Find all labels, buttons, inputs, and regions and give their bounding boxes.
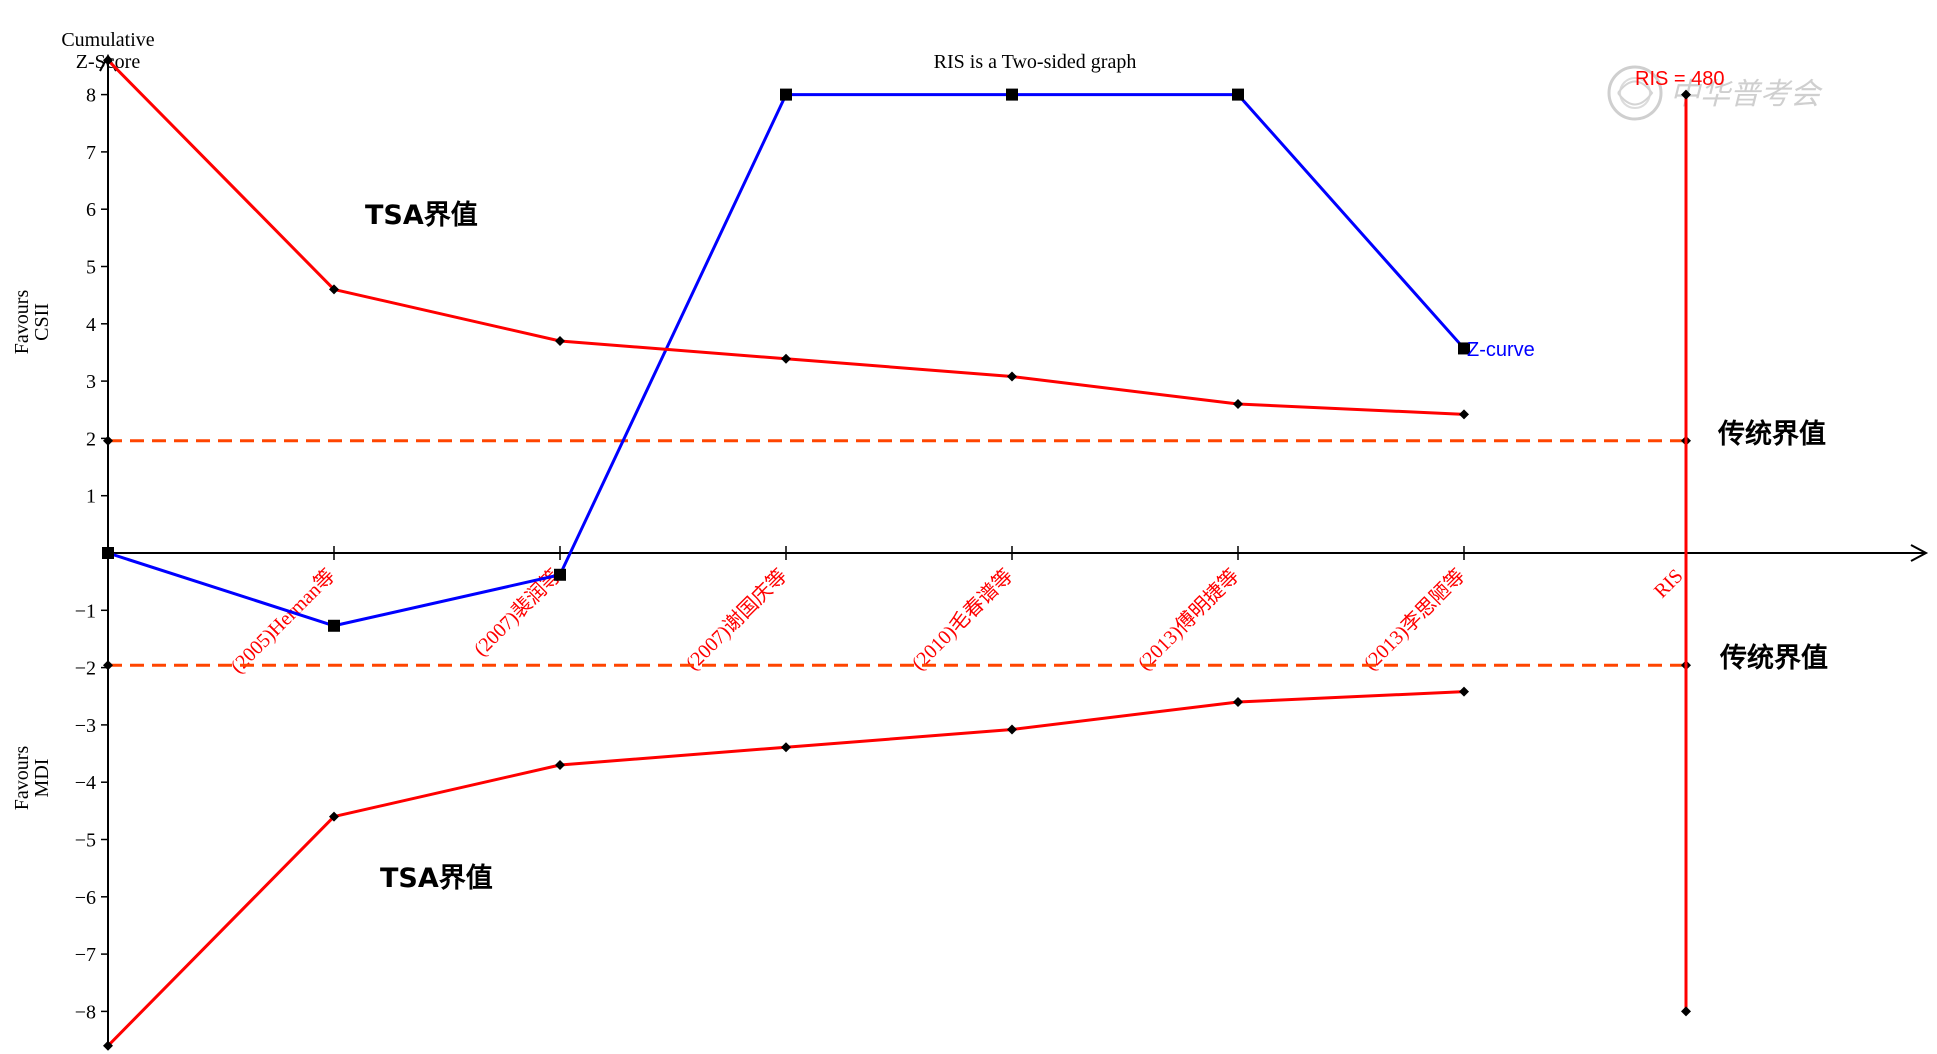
x-tick-label-ris: RIS [1650,565,1688,603]
ris-marker [1681,89,1691,100]
boundary-point [1233,696,1243,707]
z-curve-point [1006,88,1018,101]
watermark-text: 中华普考会 [1670,77,1823,112]
x-tick-label: (2007)裴润等 [469,564,565,660]
y-tick-label: 1 [86,486,96,508]
z-curve-point [102,547,114,559]
boundary-point [103,55,113,66]
boundary-point [555,335,565,346]
seal-icon [1607,65,1663,121]
y-tick-label: −2 [75,658,96,680]
z-curve-point [780,88,792,101]
x-axis-arrow [1910,544,1929,562]
y-tick-label: −8 [75,1001,96,1023]
conventional-upper-label: 传统界值 [1717,418,1826,450]
y-tick-label: 6 [86,199,96,221]
y-tick-label: 8 [86,85,96,107]
chart-title: RIS is a Two-sided graph [934,51,1137,73]
x-tick-label: (2010)毛春谱等 [907,564,1018,675]
favours-lower-line2: MDI [31,759,53,798]
x-tick-label: (2013)李思陋等 [1359,564,1470,675]
z-curve-point [1232,88,1244,101]
favours-lower-line1: Favours [11,746,33,811]
z-curve-point [1458,342,1470,355]
y-tick-label: 5 [86,257,96,279]
favours-upper-label: Favours CSII [11,290,53,355]
boundary-point [329,811,339,822]
tsa-lower-label: TSA界值 [380,863,493,894]
ris-marker [1681,1006,1691,1017]
x-tick-label: (2013)傅明捷等 [1133,564,1244,675]
series-group [102,55,1470,1051]
z-curve-point [554,568,566,581]
y-axis-label-line1: Cumulative [61,29,154,51]
boundary-point [555,760,565,771]
y-tick-label: 4 [86,314,96,336]
y-tick-label: 3 [86,371,96,393]
conventional-lower-label: 传统界值 [1719,642,1828,674]
ris-group [1681,89,1691,1017]
favours-upper-line2: CSII [31,303,53,341]
x-ticks: (2005)Herman等 (2007)裴润等 (2007)谢国庆等 (2010)毛春… [226,546,1688,678]
boundary-point [781,353,791,364]
y-tick-label: −6 [75,887,96,909]
boundary-point [1233,399,1243,410]
y-ticks: −8 −7 −6 −5 −4 −3 −2 −1 1 2 3 4 5 6 7 8 [75,85,108,1023]
conventional-marker [103,660,113,671]
x-tick-label: (2007)谢国庆等 [681,564,792,675]
favours-lower-label: Favours MDI [11,746,53,811]
tsa-upper-label: TSA界值 [365,200,478,231]
boundary-point [329,284,339,295]
y-tick-label: −3 [75,715,96,737]
boundary-point [1459,409,1469,420]
watermark: 中华普考会 [1607,65,1823,121]
z-curve-label: Z-curve [1467,339,1535,361]
y-tick-label: −7 [75,944,96,966]
boundary-point [103,1040,113,1051]
y-tick-label: 2 [86,428,96,450]
boundary-point [1007,371,1017,382]
z-curve-point [328,619,340,632]
y-tick-label: −5 [75,830,96,852]
favours-upper-line1: Favours [11,290,33,355]
boundary-point [1459,686,1469,697]
y-tick-label: −4 [75,772,96,794]
boundary-point [1007,724,1017,735]
y-tick-label: −1 [75,600,96,622]
y-tick-label: 7 [86,142,96,164]
boundary-point [781,742,791,753]
conventional-marker [103,435,113,446]
ris-annotation: RIS = 480 [1635,68,1725,90]
